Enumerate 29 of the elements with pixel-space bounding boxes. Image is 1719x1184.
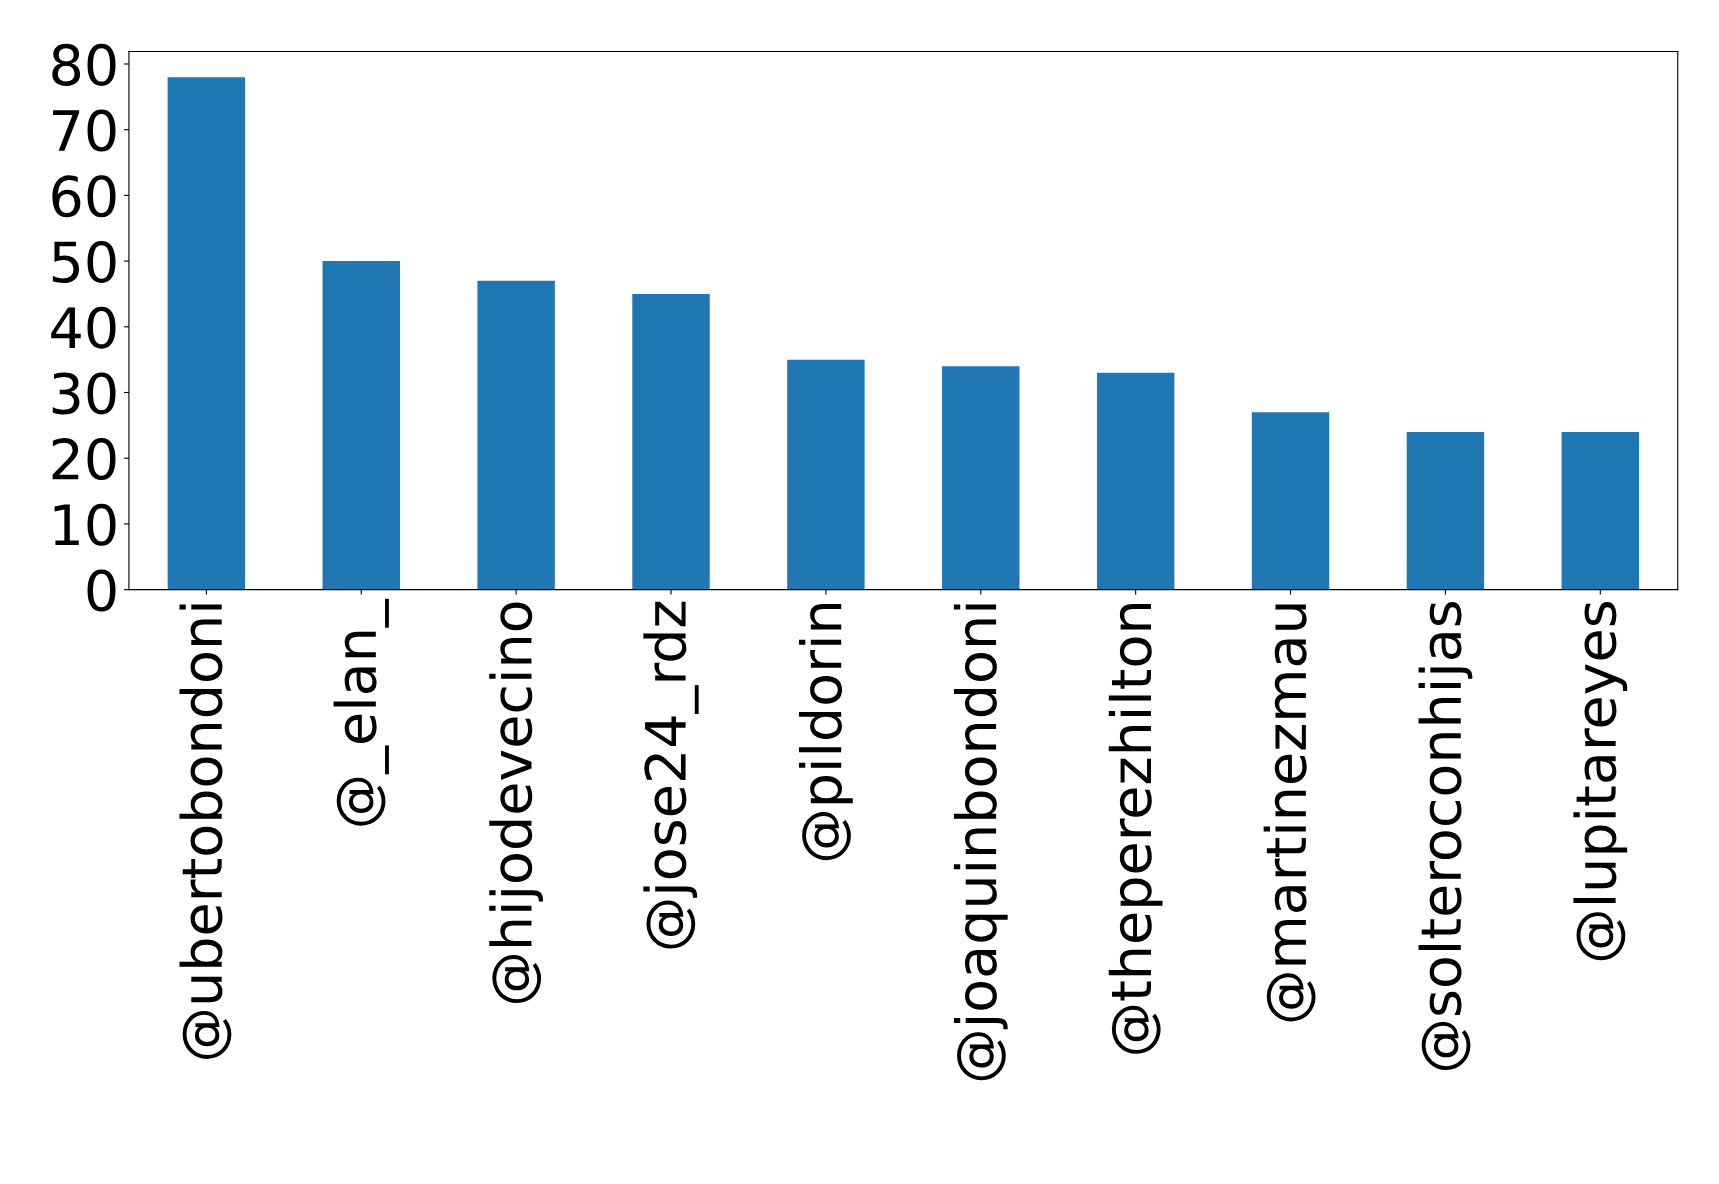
bar bbox=[1251, 412, 1330, 590]
x-tick-label: @solteroconhijas bbox=[1418, 602, 1473, 1070]
x-tick-label: @joaquinbondoni bbox=[953, 604, 1008, 1081]
bar bbox=[942, 366, 1020, 590]
bar bbox=[1406, 431, 1485, 590]
bar bbox=[787, 359, 865, 590]
x-tick-label: @theperezhilton bbox=[1108, 604, 1163, 1054]
y-tick-label: 10 bbox=[54, 503, 116, 546]
x-tick-label: @pildorin bbox=[799, 604, 853, 861]
x-tick-label: @ubertobondoni bbox=[179, 604, 232, 1059]
y-tick-label: 0 bbox=[87, 569, 116, 612]
bar bbox=[1561, 431, 1640, 590]
y-tick-label: 80 bbox=[52, 43, 116, 86]
y-tick-label: 30 bbox=[52, 372, 116, 415]
y-tick-label: 20 bbox=[52, 438, 116, 481]
bar bbox=[477, 280, 555, 590]
bar bbox=[1096, 372, 1175, 590]
x-tick-label: @lupitareyes bbox=[1573, 602, 1628, 961]
bar bbox=[322, 261, 400, 590]
x-tick-label: @jose24_rdz bbox=[643, 601, 699, 949]
x-tick-label: @_elan_ bbox=[333, 598, 389, 826]
y-tick-label: 40 bbox=[51, 306, 116, 349]
x-tick-label: @martinezmau bbox=[1263, 604, 1316, 1022]
y-tick-label: 60 bbox=[52, 175, 116, 218]
bar bbox=[167, 77, 246, 590]
y-tick-label: 70 bbox=[53, 109, 116, 152]
x-tick-label: @hijodevecino bbox=[489, 602, 544, 1004]
y-tick-label: 50 bbox=[52, 240, 116, 283]
bar bbox=[632, 293, 710, 590]
